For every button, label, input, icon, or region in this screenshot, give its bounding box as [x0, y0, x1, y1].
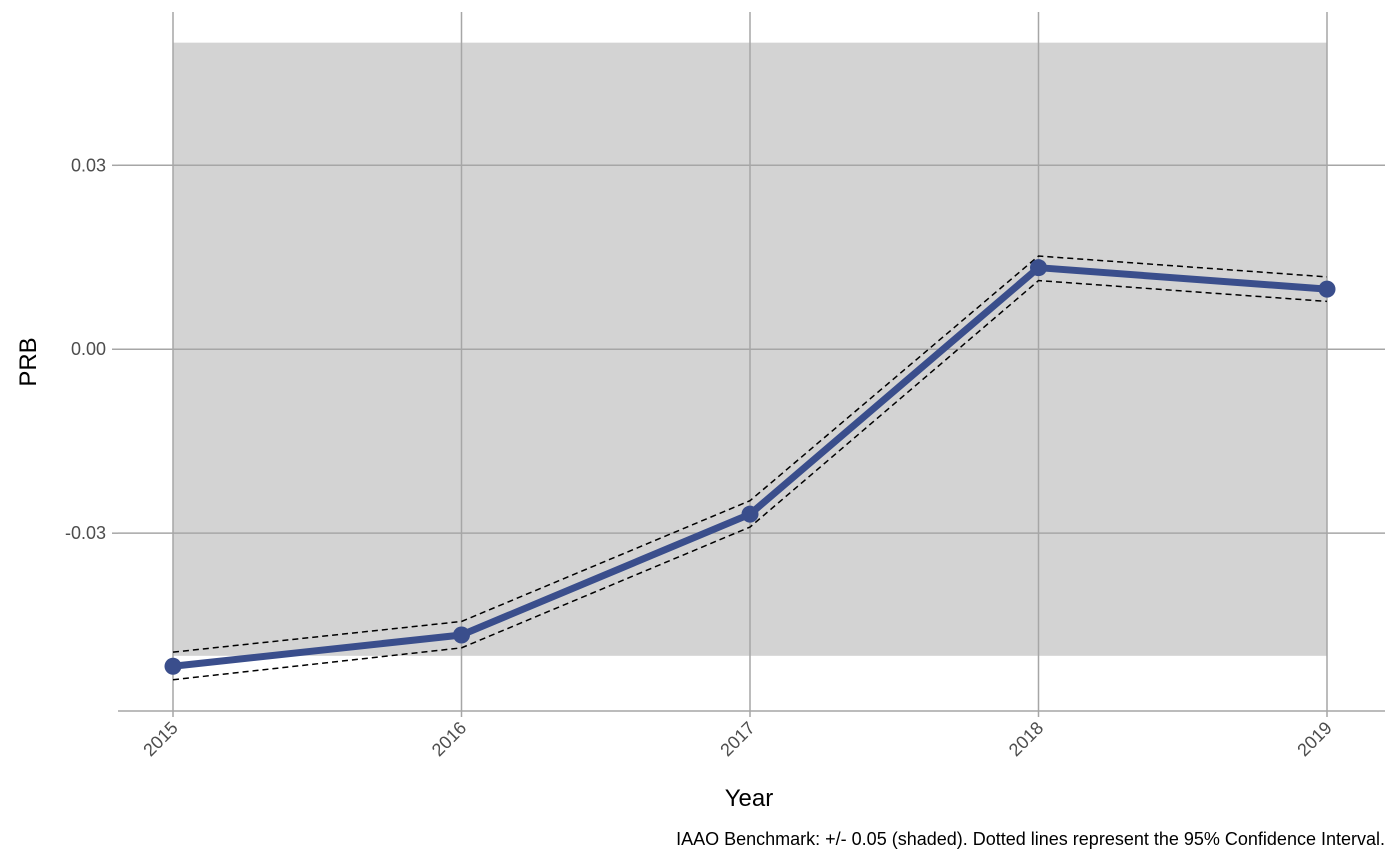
ci-lower-line [172, 279, 1328, 681]
y-axis-title: PRB [15, 337, 42, 386]
x-tick-label: 2019 [1293, 718, 1335, 760]
data-point-2015 [164, 657, 182, 675]
data-point-2019 [1318, 280, 1336, 298]
data-point-2018 [1030, 259, 1047, 277]
ci-upper-line [172, 255, 1328, 653]
x-tick-label: 2015 [139, 718, 181, 760]
data-point-2016 [453, 626, 470, 644]
x-tick-label: 2016 [428, 718, 470, 760]
data-point-2017 [741, 505, 759, 523]
confidence-interval-layer [172, 255, 1328, 681]
x-tick-label: 2018 [1005, 718, 1047, 760]
chart-caption: IAAO Benchmark: +/- 0.05 (shaded). Dotte… [676, 829, 1385, 849]
y-tick-label: -0.03 [65, 523, 106, 543]
grid-layer [118, 12, 1385, 711]
axis-layer [112, 164, 1385, 717]
x-axis-title: Year [725, 785, 774, 812]
y-tick-label: 0.00 [71, 339, 106, 359]
series-layer [164, 259, 1336, 675]
x-tick-label: 2017 [716, 718, 758, 760]
y-tick-label: 0.03 [71, 155, 106, 175]
